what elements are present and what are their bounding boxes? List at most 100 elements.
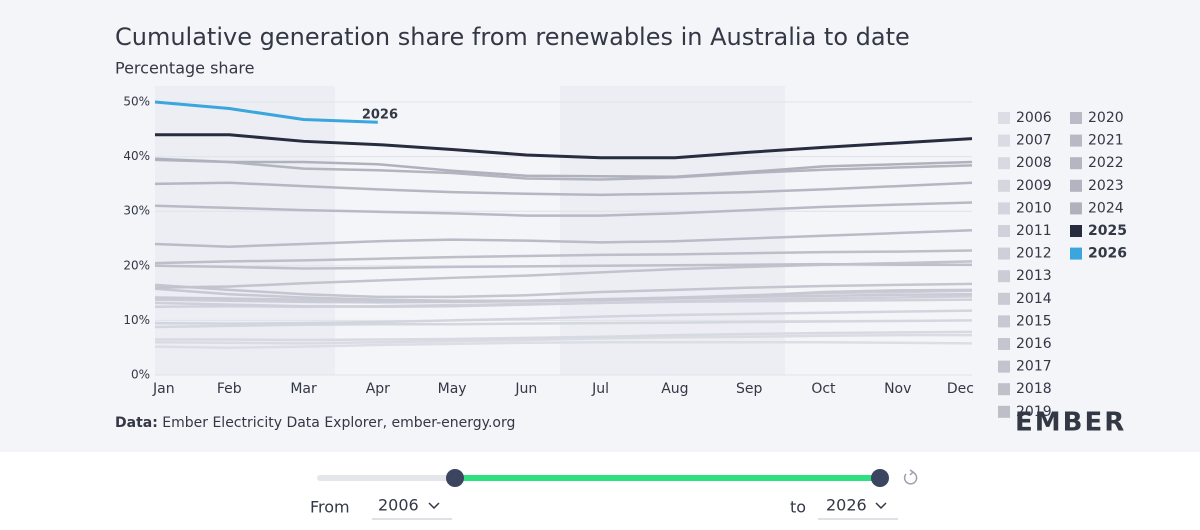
legend-item: 2014 — [998, 291, 1052, 307]
legend-swatch — [1070, 202, 1082, 215]
legend-swatch — [1070, 179, 1082, 192]
series-line — [154, 100, 378, 124]
legend-item: 2016 — [998, 336, 1052, 352]
series-line — [154, 229, 973, 248]
legend-item: 2013 — [998, 268, 1052, 284]
y-tick-label: 20% — [123, 258, 150, 272]
legend-label: 2014 — [1016, 291, 1052, 307]
legend-swatch — [1070, 157, 1082, 170]
legend-item: 2008 — [998, 155, 1052, 171]
series-line — [154, 319, 973, 329]
series-end-label: 2026 — [362, 108, 398, 123]
legend-item: 2024 — [1070, 200, 1124, 216]
legend-item: 2025 — [1070, 223, 1127, 239]
legend-item: 2018 — [998, 381, 1052, 397]
y-tick-label: 10% — [123, 313, 150, 327]
x-tick-label: May — [438, 381, 467, 397]
legend-label: 2013 — [1016, 268, 1052, 284]
source: Data: Ember Electricity Data Explorer, e… — [115, 415, 515, 431]
to-value: 2026 — [826, 496, 867, 515]
series-line — [154, 181, 973, 197]
series-line — [154, 309, 973, 325]
x-tick-label: Oct — [811, 381, 836, 397]
legend-swatch — [998, 225, 1010, 237]
from-dropdown[interactable]: 2006 — [372, 496, 452, 520]
legend-item: 2007 — [998, 133, 1052, 149]
legend-swatch — [998, 202, 1010, 215]
legend-label: 2022 — [1088, 155, 1124, 171]
legend-item: 2022 — [1070, 155, 1124, 171]
chart-subtitle: Percentage share — [115, 59, 254, 78]
legend-swatch — [1070, 247, 1082, 260]
legend-swatch — [998, 360, 1010, 373]
legend-item: 2023 — [1070, 178, 1124, 194]
x-tick-label: Jul — [591, 381, 609, 397]
y-tick-label: 50% — [123, 95, 150, 109]
legend-label: 2017 — [1016, 359, 1052, 375]
legend-item: 2006 — [998, 110, 1052, 126]
source-label: Data: — [115, 415, 158, 431]
x-tick-label: Apr — [366, 381, 390, 397]
legend-label: 2008 — [1016, 155, 1052, 171]
y-tick-label: 30% — [123, 204, 150, 218]
logo: EMBER — [1015, 408, 1126, 438]
legend-label: 2019 — [1016, 404, 1052, 420]
legend-item: 2009 — [998, 178, 1052, 194]
x-tick-label: Jun — [514, 381, 537, 397]
legend-label: 2006 — [1016, 110, 1052, 126]
legend-label: 2026 — [1088, 246, 1127, 262]
legend-item: 2021 — [1070, 133, 1124, 149]
series-line — [155, 133, 973, 160]
x-tick-label: Nov — [884, 381, 911, 397]
x-tick-label: Feb — [217, 381, 242, 397]
legend-label: 2016 — [1016, 336, 1052, 352]
series-line — [154, 295, 973, 309]
x-tick-label: Jan — [152, 381, 175, 397]
legend-swatch — [998, 270, 1010, 283]
chart-title: Cumulative generation share from renewab… — [115, 23, 910, 51]
legend-label: 2020 — [1088, 110, 1124, 126]
legend-swatch — [998, 315, 1010, 328]
y-tick-label: 0% — [131, 368, 150, 382]
band-shade — [155, 86, 335, 375]
from-label: From — [310, 498, 350, 517]
legend-swatch — [998, 247, 1010, 260]
series-line — [154, 158, 973, 181]
band-shade — [560, 86, 785, 375]
series-line — [154, 340, 973, 349]
legend-swatch — [1070, 225, 1082, 237]
legend-label: 2007 — [1016, 133, 1052, 149]
legend-label: 2012 — [1016, 246, 1052, 262]
series-line — [155, 330, 973, 342]
to-dropdown[interactable]: 2026 — [818, 496, 898, 520]
legend-label: 2023 — [1088, 178, 1124, 194]
slider-handle[interactable] — [871, 469, 889, 487]
series-line — [154, 249, 973, 265]
legend-item: 2019 — [998, 404, 1052, 420]
series-line — [154, 287, 973, 302]
legend-item: 2017 — [998, 359, 1052, 375]
from-value: 2006 — [378, 496, 419, 515]
series-line — [154, 157, 973, 179]
legend-swatch — [998, 292, 1010, 305]
series-line — [154, 333, 972, 345]
to-label: to — [790, 498, 806, 517]
x-tick-label: Mar — [290, 381, 317, 397]
slider-handle[interactable] — [446, 469, 464, 487]
series-line — [154, 201, 973, 217]
reset-icon[interactable] — [903, 469, 918, 485]
legend-label: 2010 — [1016, 200, 1052, 216]
legend-swatch — [998, 134, 1010, 147]
legend-label: 2024 — [1088, 200, 1124, 216]
legend-swatch — [998, 157, 1010, 170]
legend-label: 2011 — [1016, 223, 1052, 239]
legend-label: 2021 — [1088, 133, 1124, 149]
series-line — [154, 262, 972, 270]
legend-swatch — [1070, 134, 1082, 147]
legend-label: 2018 — [1016, 381, 1052, 397]
legend-swatch — [998, 383, 1010, 396]
legend-item: 2011 — [998, 223, 1052, 239]
legend-label: 2009 — [1016, 178, 1052, 194]
y-tick-label: 40% — [123, 149, 150, 163]
